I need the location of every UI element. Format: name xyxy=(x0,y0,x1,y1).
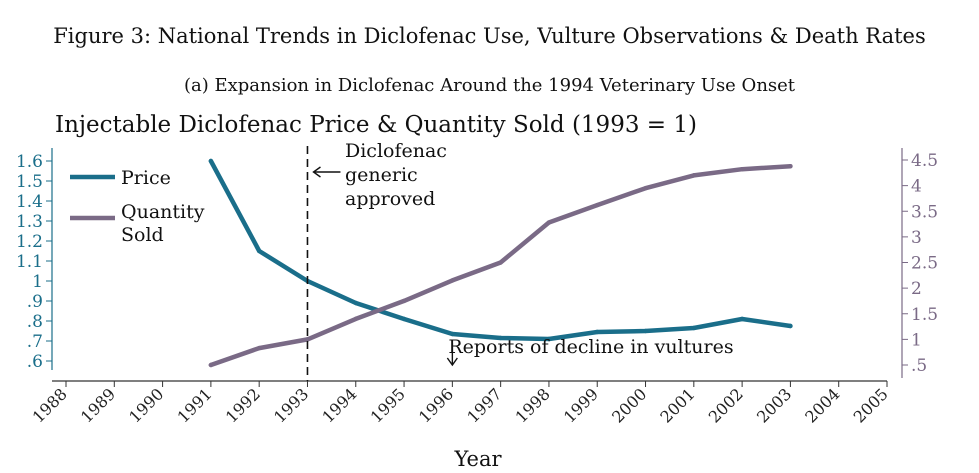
left-y-tick-label: 1.2 xyxy=(16,232,43,252)
data-point xyxy=(595,329,600,335)
right-y-tick-label: 4.5 xyxy=(911,151,938,171)
x-axis-label: Year xyxy=(453,447,502,471)
x-tick-label: 1991 xyxy=(173,384,215,426)
left-y-tick-label: .6 xyxy=(27,352,43,372)
left-y-tick-label: .8 xyxy=(27,312,43,332)
data-point xyxy=(739,316,745,322)
data-point xyxy=(691,325,697,331)
x-tick-label: 2002 xyxy=(705,384,747,426)
x-tick-label: 1996 xyxy=(415,384,457,426)
data-point xyxy=(595,202,600,208)
data-point xyxy=(498,260,503,265)
x-tick-label: 1998 xyxy=(512,384,554,426)
x-tick-label: 1997 xyxy=(463,384,505,426)
data-point xyxy=(643,328,648,334)
subfigure-title: (a) Expansion in Diclofenac Around the 1… xyxy=(183,75,796,96)
data-point xyxy=(401,298,407,304)
x-tick-label: 2005 xyxy=(850,384,892,426)
data-point xyxy=(256,345,262,351)
data-point xyxy=(788,323,793,329)
right-y-tick-label: 1 xyxy=(911,330,922,350)
data-point xyxy=(788,163,793,169)
x-tick-label: 2001 xyxy=(656,384,698,426)
data-point xyxy=(353,300,358,306)
right-y-tick-label: 3 xyxy=(911,228,922,248)
x-tick-label: 1995 xyxy=(367,384,409,426)
annotation-vulture-decline: Reports of decline in vultures xyxy=(448,336,733,358)
x-tick-label: 1999 xyxy=(560,384,602,426)
legend-label: Price xyxy=(121,167,171,189)
chart-title: Injectable Diclofenac Price & Quantity S… xyxy=(55,112,697,138)
series-line-price xyxy=(208,158,793,342)
right-y-tick-label: 4 xyxy=(911,177,922,197)
x-tick-label: 2004 xyxy=(801,384,843,426)
data-point xyxy=(498,335,503,341)
x-tick-label: 1988 xyxy=(29,384,71,426)
x-tick-label: 1992 xyxy=(222,384,264,426)
data-point xyxy=(450,278,455,283)
right-y-tick-label: 3.5 xyxy=(911,202,938,222)
left-y-tick-label: 1.3 xyxy=(16,212,43,232)
left-y-tick-label: 1.5 xyxy=(16,172,43,192)
data-point xyxy=(305,337,310,342)
right-y-tick-label: 2.5 xyxy=(911,254,938,274)
data-point xyxy=(450,331,455,337)
data-point xyxy=(208,158,214,164)
annotation-generic-approved: Diclofenac generic approved xyxy=(345,140,447,210)
left-y-tick-label: 1.1 xyxy=(16,252,43,272)
x-tick-label: 1990 xyxy=(125,384,167,426)
left-y-tick-label: 1.4 xyxy=(16,192,43,212)
annotation-down-arrowhead xyxy=(446,357,458,367)
x-tick-label: 1989 xyxy=(77,384,119,426)
right-y-tick-label: 2 xyxy=(911,279,922,299)
left-y-tick-label: 1.6 xyxy=(16,152,43,172)
left-y-tick-label: 1 xyxy=(32,272,43,292)
figure-title: Figure 3: National Trends in Diclofenac … xyxy=(53,24,926,48)
right-y-tick-label: .5 xyxy=(911,356,927,376)
annotation-arrowhead xyxy=(312,166,321,178)
legend-label: Quantity Sold xyxy=(121,201,205,246)
x-tick-label: 2003 xyxy=(753,384,795,426)
left-y-tick-label: .9 xyxy=(27,292,43,312)
data-point xyxy=(546,220,552,225)
x-tick-label: 1994 xyxy=(318,384,360,426)
data-point xyxy=(256,248,262,254)
data-point xyxy=(739,167,745,172)
data-point xyxy=(546,336,552,342)
x-tick-label: 2000 xyxy=(608,384,650,426)
data-point xyxy=(691,173,697,178)
data-point xyxy=(401,316,407,322)
x-tick-label: 1993 xyxy=(270,384,312,426)
left-y-tick-label: .7 xyxy=(27,332,43,352)
data-point xyxy=(643,185,648,191)
data-point xyxy=(208,362,214,368)
right-y-tick-label: 1.5 xyxy=(911,305,938,325)
data-point xyxy=(353,316,358,322)
